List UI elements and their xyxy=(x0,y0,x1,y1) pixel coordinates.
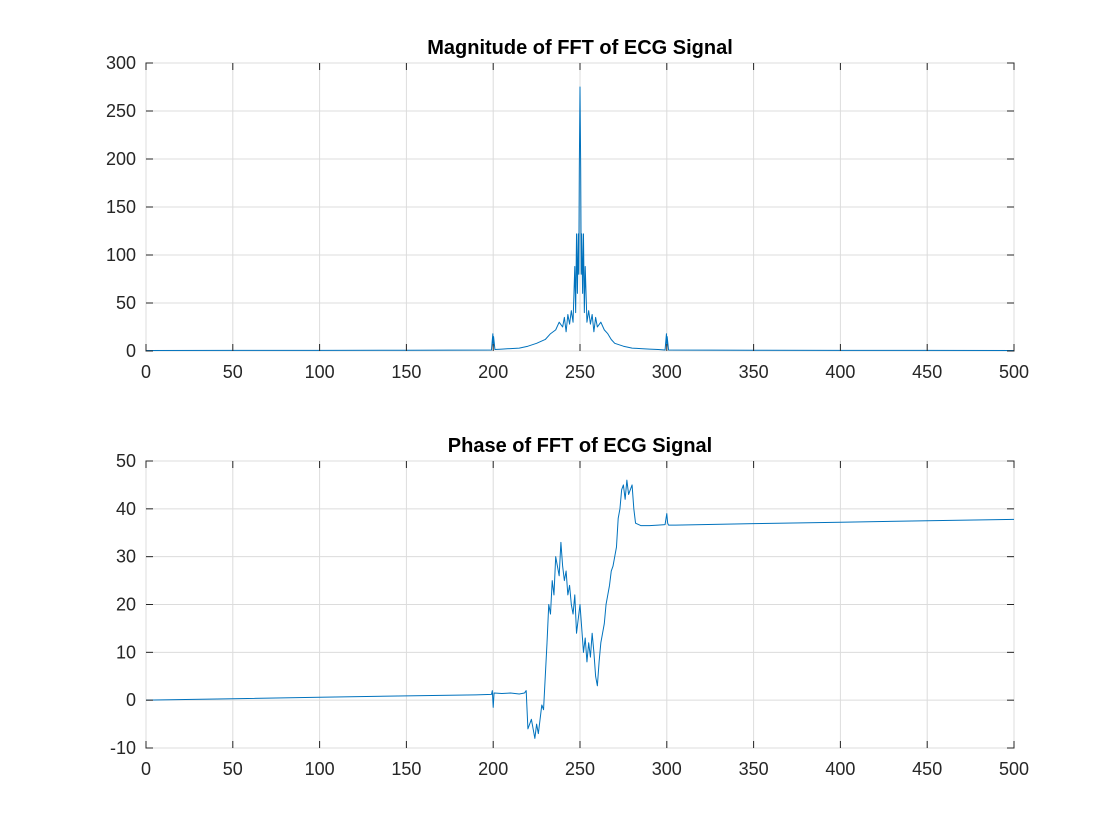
phase-y-tick-label: 0 xyxy=(126,690,136,710)
magnitude-y-ticks: 0 50 100 150 200 250 300 xyxy=(106,53,1014,361)
magnitude-x-tick-label: 100 xyxy=(305,362,335,382)
magnitude-x-tick-label: 400 xyxy=(825,362,855,382)
magnitude-y-tick-label: 200 xyxy=(106,149,136,169)
magnitude-y-tick-label: 50 xyxy=(116,293,136,313)
phase-x-tick-label: 50 xyxy=(223,759,243,779)
phase-y-tick-label: -10 xyxy=(110,738,136,758)
phase-x-tick-label: 350 xyxy=(739,759,769,779)
magnitude-y-tick-label: 150 xyxy=(106,197,136,217)
magnitude-x-tick-label: 250 xyxy=(565,362,595,382)
magnitude-series-line xyxy=(145,86,1015,352)
magnitude-y-tick-label: 0 xyxy=(126,341,136,361)
phase-x-ticks: 0 50 100 150 200 250 300 350 400 450 500 xyxy=(141,461,1029,779)
magnitude-chart-title: Magnitude of FFT of ECG Signal xyxy=(427,37,733,59)
magnitude-x-tick-label: 50 xyxy=(223,362,243,382)
magnitude-x-tick-label: 150 xyxy=(391,362,421,382)
phase-axes: 0 50 100 150 200 250 300 350 400 450 500 -10010203… xyxy=(110,435,1029,779)
magnitude-x-tick-label: 300 xyxy=(652,362,682,382)
phase-x-tick-label: 250 xyxy=(565,759,595,779)
phase-x-tick-label: 100 xyxy=(305,759,335,779)
phase-x-tick-label: 400 xyxy=(825,759,855,779)
magnitude-x-tick-label: 0 xyxy=(141,362,151,382)
magnitude-x-tick-label: 500 xyxy=(999,362,1029,382)
phase-y-tick-label: 10 xyxy=(116,642,136,662)
magnitude-x-tick-label: 200 xyxy=(478,362,508,382)
magnitude-y-tick-label: 250 xyxy=(106,101,136,121)
magnitude-x-tick-label: 450 xyxy=(912,362,942,382)
phase-y-tick-label: 30 xyxy=(116,547,136,567)
phase-y-tick-label: 50 xyxy=(116,451,136,471)
magnitude-y-tick-label: 100 xyxy=(106,245,136,265)
magnitude-axes: 0 50 100 150 200 250 300 350 400 450 500 0 50 100 150… xyxy=(106,37,1029,382)
phase-y-tick-label: 40 xyxy=(116,499,136,519)
phase-x-tick-label: 500 xyxy=(999,759,1029,779)
magnitude-line-layer xyxy=(145,86,1015,352)
phase-x-tick-label: 200 xyxy=(478,759,508,779)
magnitude-x-ticks: 0 50 100 150 200 250 300 350 400 450 500 xyxy=(141,63,1029,382)
phase-chart-title: Phase of FFT of ECG Signal xyxy=(448,435,712,457)
phase-x-tick-label: 300 xyxy=(652,759,682,779)
phase-line-layer xyxy=(145,479,1015,739)
phase-y-tick-label: 20 xyxy=(116,595,136,615)
phase-y-ticks: -10 0 10 20 30 40 50 xyxy=(110,451,1014,758)
phase-x-tick-label: 450 xyxy=(912,759,942,779)
phase-x-tick-label: 0 xyxy=(141,759,151,779)
magnitude-y-tick-label: 300 xyxy=(106,53,136,73)
phase-series-line xyxy=(145,479,1015,739)
magnitude-x-tick-label: 350 xyxy=(739,362,769,382)
phase-x-tick-label: 150 xyxy=(391,759,421,779)
